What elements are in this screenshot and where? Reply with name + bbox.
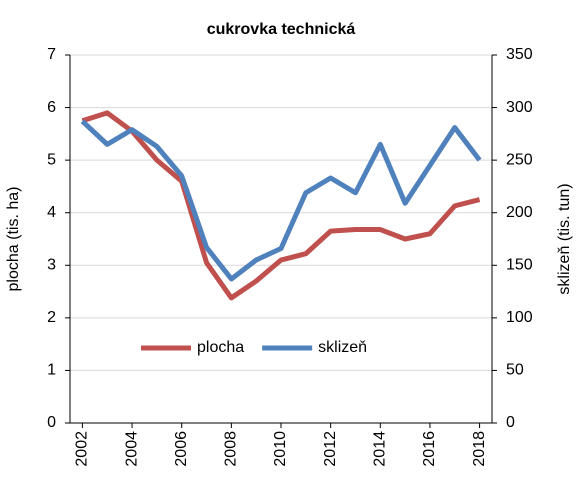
legend-label: sklizeň (318, 339, 367, 356)
y2-tick-label: 200 (506, 204, 533, 221)
x-tick-label: 2016 (421, 431, 438, 467)
x-tick-label: 2010 (272, 431, 289, 467)
y2-tick-label: 150 (506, 257, 533, 274)
chart-title: cukrovka technická (207, 21, 356, 38)
y-tick-label: 6 (47, 99, 56, 116)
x-tick-label: 2008 (223, 431, 240, 467)
y-tick-label: 0 (47, 414, 56, 431)
y2-tick-label: 50 (506, 362, 524, 379)
y2-axis-title: sklizeň (tis. tun) (556, 183, 573, 294)
y2-tick-label: 0 (506, 414, 515, 431)
x-tick-label: 2012 (322, 431, 339, 467)
y-tick-label: 7 (47, 46, 56, 63)
y2-tick-label: 300 (506, 99, 533, 116)
y-tick-label: 5 (47, 151, 56, 168)
y-tick-label: 1 (47, 362, 56, 379)
series-line (81, 110, 481, 301)
y2-tick-label: 250 (506, 151, 533, 168)
x-tick-label: 2006 (173, 431, 190, 467)
y-tick-label: 2 (47, 309, 56, 326)
y2-tick-label: 350 (506, 46, 533, 63)
x-tick-label: 2018 (471, 431, 488, 467)
x-tick-label: 2014 (372, 431, 389, 467)
legend-label: plocha (197, 339, 244, 356)
y-axis-title: plocha (tis. ha) (5, 187, 22, 292)
x-tick-label: 2004 (123, 431, 140, 467)
y-tick-label: 3 (47, 257, 56, 274)
x-tick-label: 2002 (74, 431, 91, 467)
y-tick-label: 4 (47, 204, 56, 221)
series-line (80, 119, 482, 282)
y2-tick-label: 100 (506, 309, 533, 326)
